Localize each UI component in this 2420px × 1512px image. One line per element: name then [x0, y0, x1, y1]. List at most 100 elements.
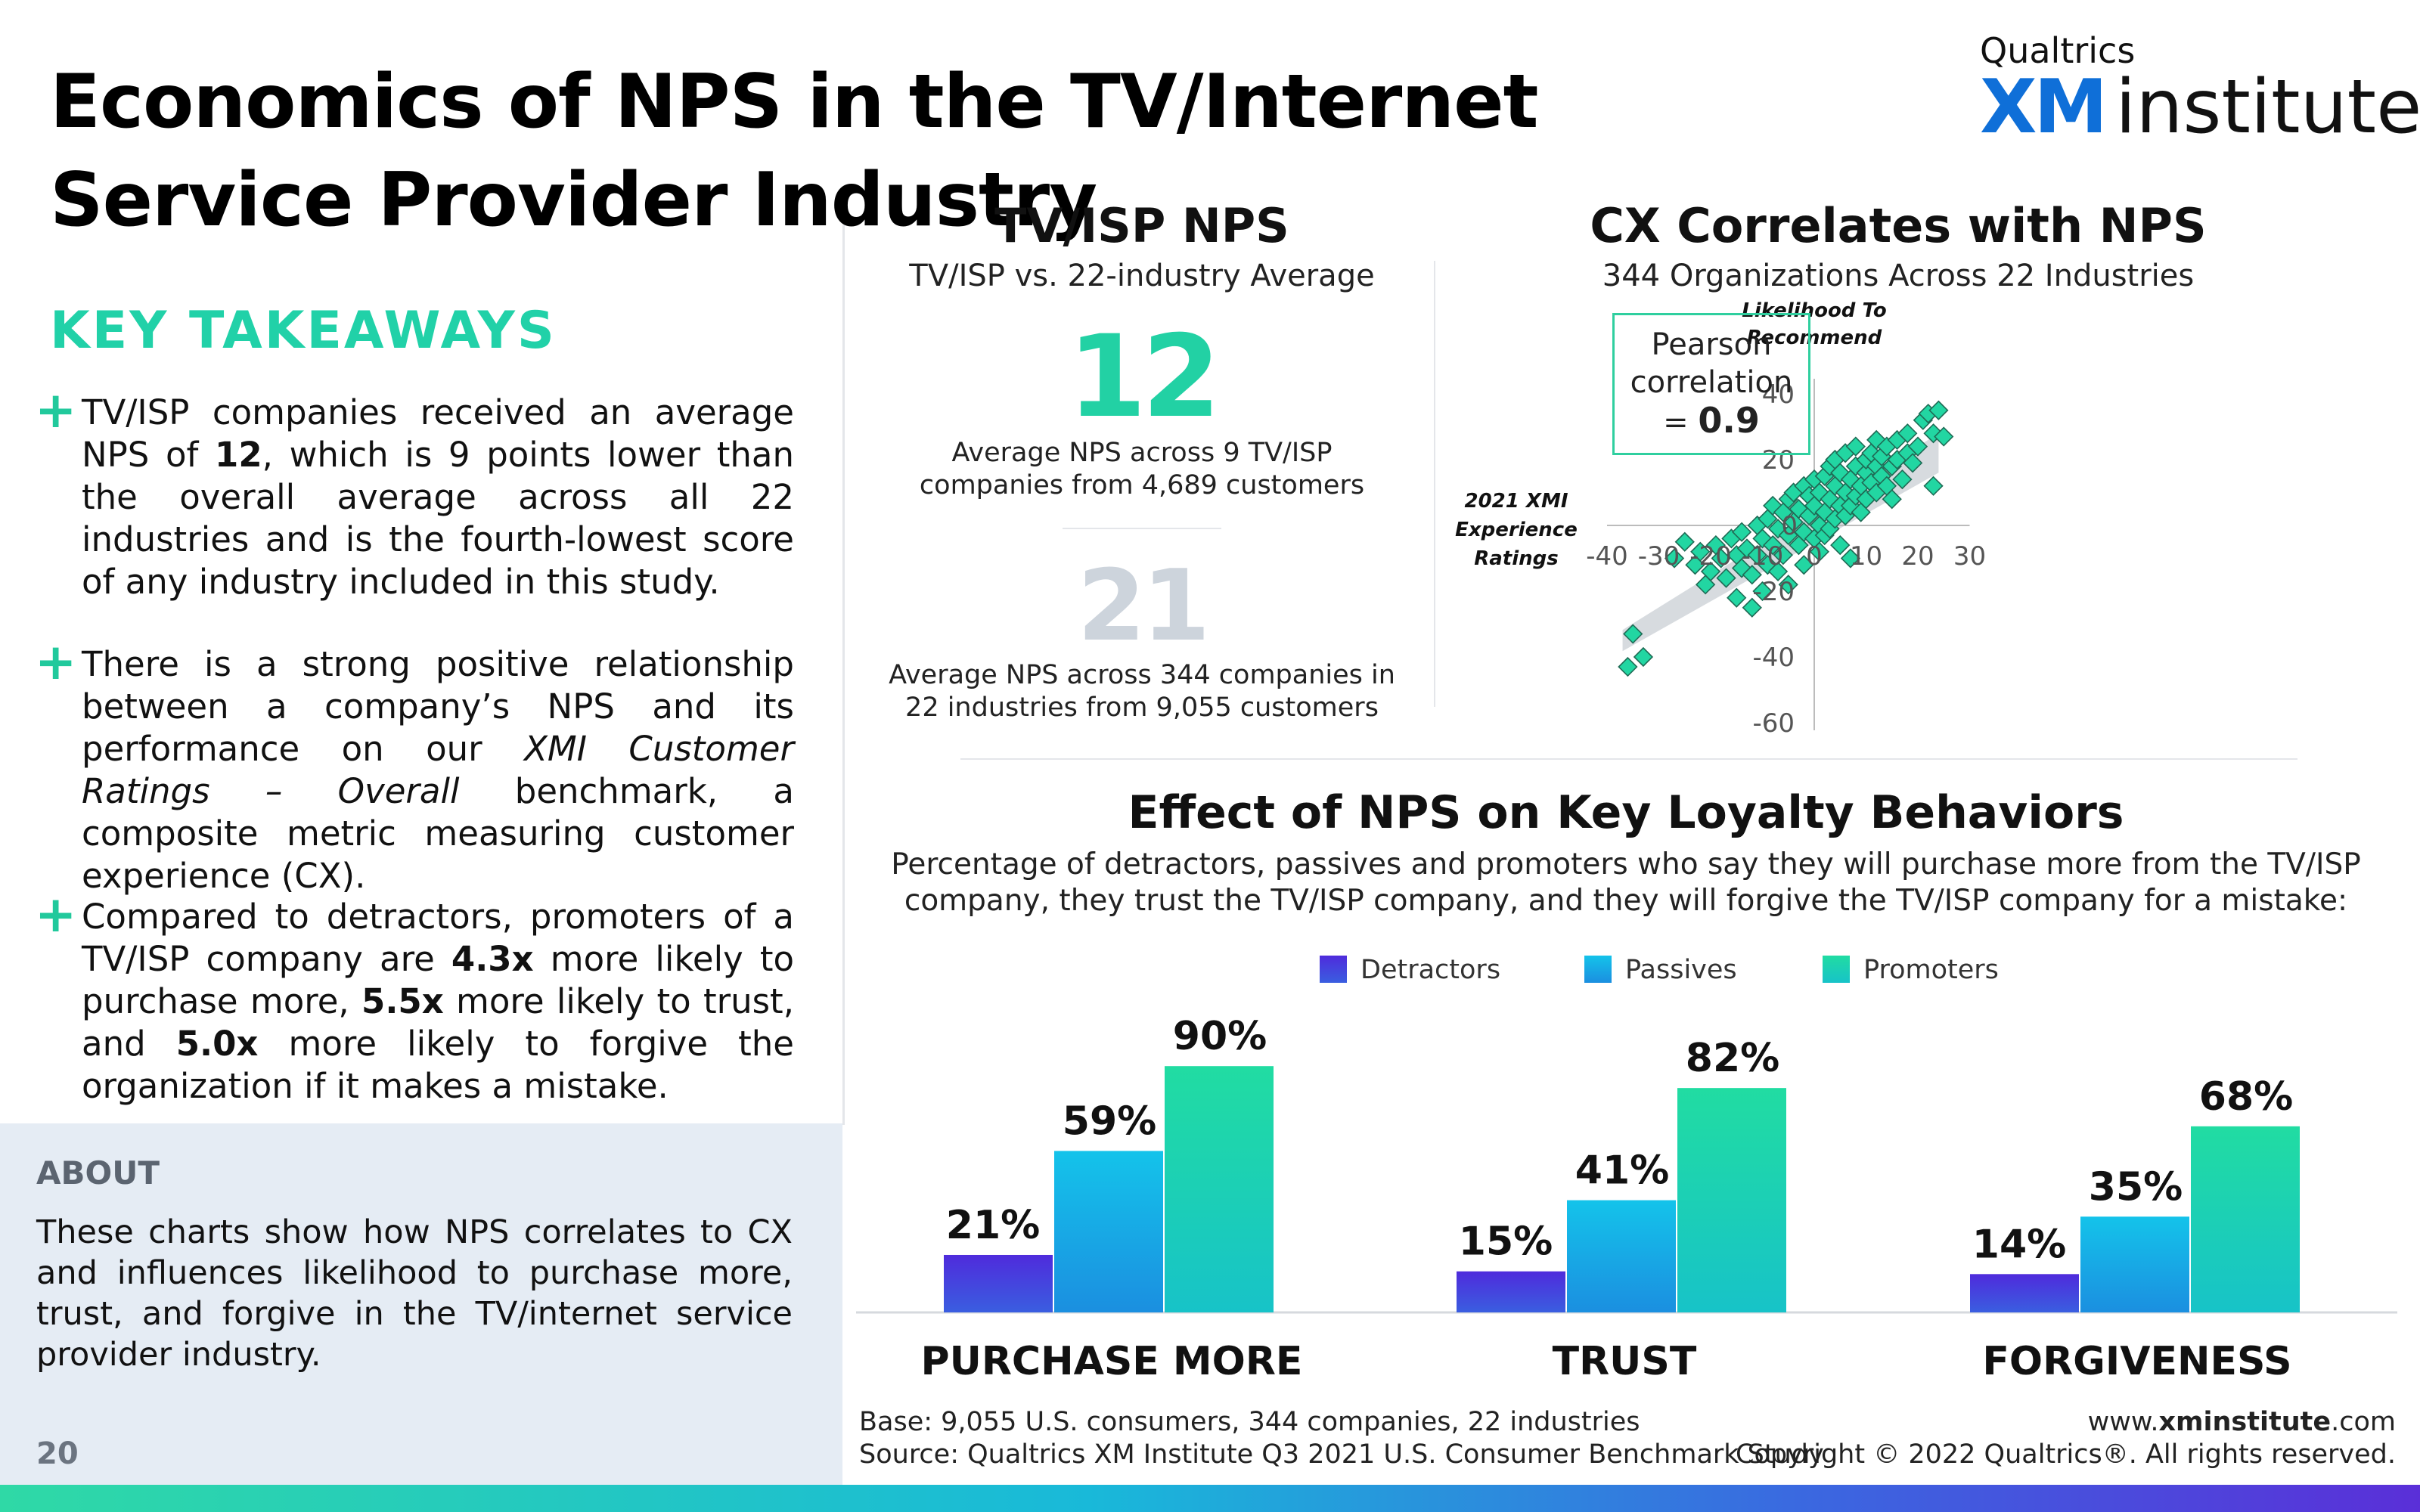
pearson-value: 0.9: [1698, 400, 1760, 441]
data-point: [1727, 587, 1747, 608]
data-point: [1903, 453, 1923, 473]
category-label: TRUST: [1553, 1339, 1697, 1384]
y-tick-label: -60: [1752, 708, 1795, 739]
site-link[interactable]: www.xminstitute.com: [1736, 1406, 2396, 1439]
bar-detractors: [1970, 1274, 2079, 1312]
logo-xm-text: XM: [1980, 64, 2108, 150]
bar-passives: [2080, 1216, 2189, 1312]
xm-institute-logo: XMinstituteTM: [1980, 70, 2420, 145]
x-tick-label: 0: [1806, 541, 1823, 572]
bar-promoters: [1165, 1066, 1274, 1312]
takeaway-item: + Compared to detractors, promoters of a…: [35, 885, 794, 1108]
cx-panel-title: CX Correlates with NPS: [1590, 198, 2207, 253]
x-tick-label: -10: [1742, 541, 1784, 572]
x-tick-label: 10: [1850, 541, 1882, 572]
logo-brand-text: Qualtrics: [1980, 30, 2136, 71]
nps-panel-title: TV/ISP NPS: [994, 198, 1289, 253]
data-point: [1747, 545, 1767, 565]
bar-value-label: 21%: [946, 1203, 1040, 1248]
x-axis-label-line: 2021 XMI: [1464, 490, 1568, 513]
legend-label: Promoters: [1863, 955, 1999, 985]
bar-value-label: 90%: [1173, 1014, 1267, 1059]
x-axis-label-line: Ratings: [1474, 547, 1559, 570]
copyright-text: Copyright © 2022 Qualtrics®. All rights …: [1736, 1439, 2396, 1470]
takeaway-text: TV/ISP companies received an average NPS…: [82, 392, 794, 602]
footer-right: www.xminstitute.com Copyright © 2022 Qua…: [1736, 1406, 2396, 1471]
bar-value-label: 14%: [1972, 1222, 2066, 1267]
takeaway-text: Compared to detractors, promoters of a T…: [82, 897, 794, 1106]
pearson-result: = 0.9: [1615, 401, 1808, 442]
data-point: [1897, 423, 1918, 444]
y-axis-label: Likelihood To Recommend: [1742, 299, 1886, 349]
divider-vertical: [1434, 261, 1435, 707]
data-point: [1923, 476, 1944, 496]
bar-value-label: 41%: [1575, 1148, 1669, 1194]
bar-promoters: [2191, 1126, 2300, 1312]
data-point: [1845, 436, 1866, 457]
x-axis-label: 2021 XMI Experience Ratings: [1455, 490, 1578, 570]
bar-passives: [1567, 1200, 1676, 1312]
loyalty-panel-subtitle: Percentage of detractors, passives and p…: [891, 847, 2361, 918]
data-point: [1928, 400, 1949, 420]
x-tick-label: -30: [1638, 541, 1680, 572]
bar-value-label: 82%: [1686, 1036, 1779, 1081]
data-point: [1763, 534, 1783, 556]
footer-gradient-bar: [0, 1485, 2420, 1512]
about-label: ABOUT: [36, 1154, 160, 1191]
nps-panel-subtitle: TV/ISP vs. 22-industry Average: [909, 259, 1375, 293]
source-note: Source: Qualtrics XM Institute Q3 2021 U…: [859, 1439, 1824, 1470]
data-point: [1716, 568, 1736, 588]
loyalty-bar-chart: Detractors Passives Promoters 21% 59% 90% PURC…: [856, 955, 2397, 1384]
divider-horizontal: [1063, 528, 1221, 529]
pearson-label: Pearson correlation: [1630, 327, 1793, 400]
cx-nps-scatter-chart: -40 -30 -20 -10 0 10 20 304020-20-40-600Likelih…: [1455, 299, 1986, 739]
tvisp-nps-value: 12: [1067, 311, 1221, 443]
bar-promoters: [1677, 1088, 1786, 1312]
legend-swatch: [1823, 956, 1850, 983]
legend-swatch: [1584, 956, 1612, 983]
data-point: [1840, 548, 1861, 569]
bar-value-label: 15%: [1459, 1219, 1553, 1265]
data-point: [1907, 436, 1928, 457]
y-tick-label: -40: [1752, 643, 1795, 673]
data-point: [1794, 555, 1814, 575]
bar-detractors: [1457, 1271, 1565, 1312]
data-point: [1892, 469, 1913, 490]
industry-avg-nps-value: 21: [1077, 548, 1211, 663]
category-label: FORGIVENESS: [1982, 1339, 2291, 1384]
data-point: [1809, 541, 1829, 562]
tvisp-nps-caption: Average NPS across 9 TV/ISP companies fr…: [919, 438, 1365, 500]
pearson-eq: =: [1663, 405, 1689, 440]
bar-value-label: 35%: [2089, 1164, 2183, 1210]
data-point: [1778, 575, 1798, 595]
data-point: [1623, 624, 1643, 644]
data-point: [1934, 426, 1954, 447]
legend-label: Detractors: [1360, 955, 1500, 985]
y-axis-label-line: Likelihood To: [1742, 299, 1886, 322]
plus-icon: +: [35, 633, 77, 691]
data-point: [1731, 522, 1752, 542]
y-tick-label: 40: [1762, 380, 1795, 410]
x-tick-label: -40: [1586, 541, 1628, 572]
y-axis-label-line: Recommend: [1747, 327, 1882, 349]
x-axis-label-line: Experience: [1455, 519, 1578, 541]
base-note: Base: 9,055 U.S. consumers, 344 companie…: [859, 1407, 1640, 1437]
plus-icon: +: [35, 381, 77, 439]
data-point: [1882, 489, 1902, 510]
data-point: [1700, 561, 1721, 582]
data-point: [1752, 581, 1773, 602]
site-link-suffix: .com: [2331, 1407, 2396, 1437]
plus-icon: +: [35, 885, 77, 943]
takeaway-item: + There is a strong positive relationshi…: [35, 633, 794, 897]
bar-detractors: [944, 1254, 1053, 1312]
footer-notes: Base: 9,055 U.S. consumers, 344 companie…: [859, 1406, 1824, 1471]
data-point: [1773, 545, 1794, 565]
data-point: [1633, 646, 1654, 668]
data-point: [1690, 541, 1711, 562]
x-tick-label: -20: [1689, 541, 1732, 572]
data-point: [1830, 534, 1851, 556]
site-link-domain: xminstitute: [2158, 1407, 2332, 1437]
data-point: [1664, 548, 1685, 569]
about-text: These charts show how NPS correlates to …: [36, 1213, 793, 1374]
loyalty-panel-title: Effect of NPS on Key Loyalty Behaviors: [1128, 786, 2124, 839]
